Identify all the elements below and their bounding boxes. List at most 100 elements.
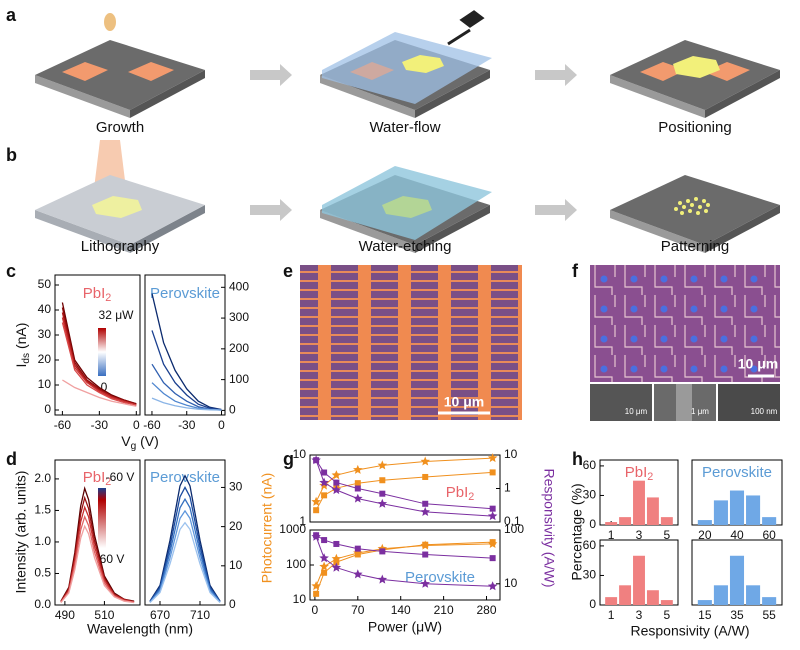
step-label: Growth: [96, 119, 144, 136]
substrate: [610, 40, 780, 118]
hexagon: [402, 55, 444, 73]
marker: [319, 480, 329, 490]
series-line: [62, 379, 137, 407]
colorbar: [98, 328, 106, 376]
y-tick-label: 50: [38, 277, 52, 291]
marker: [321, 492, 328, 499]
hist-bar: [633, 555, 645, 605]
marker: [333, 559, 340, 566]
arrow: [535, 199, 577, 221]
marker: [420, 456, 430, 466]
x-tick-label: 490: [55, 608, 75, 622]
hist-bar: [697, 600, 712, 605]
hist-bar: [746, 495, 761, 525]
marker: [489, 555, 496, 562]
y2-tick-label: 10: [504, 447, 518, 461]
step-label: Positioning: [658, 119, 731, 136]
panel-label: h: [572, 449, 583, 469]
x-tick-label: 35: [730, 608, 744, 622]
marker: [321, 569, 328, 576]
etched-hexagon: [382, 196, 432, 218]
panel-label: g: [283, 449, 294, 469]
hist-bar: [646, 590, 659, 605]
chart-label-part: PbI: [83, 285, 106, 302]
chart-label-part: PbI: [83, 469, 106, 486]
micrograph: [300, 265, 522, 420]
flake: [128, 62, 174, 81]
marker: [354, 485, 361, 492]
y2-tick-label: 0: [229, 403, 236, 417]
marker: [487, 581, 498, 591]
x-tick-label: 510: [94, 608, 114, 622]
x-tick-label: -60: [54, 418, 72, 432]
chart-label: PbI2: [625, 464, 654, 483]
marker: [331, 470, 342, 480]
y2-tick-label: 10: [229, 558, 243, 572]
chart-label-part: 2: [647, 471, 653, 483]
x-axis-label: Wavelength (nm): [87, 621, 193, 637]
x-tick-label: 710: [190, 608, 210, 622]
x-tick-label: 280: [477, 603, 497, 617]
x-tick-label: 3: [636, 528, 643, 542]
x-tick-label: 20: [698, 528, 712, 542]
x-axis-label: Vg (V): [121, 433, 159, 452]
y2-tick-label: 30: [229, 480, 243, 494]
hist-bar: [762, 597, 777, 605]
sem-inset: [590, 384, 652, 421]
x-axis-label-part: V: [121, 433, 131, 449]
marker: [489, 505, 496, 512]
series-line: [60, 486, 135, 602]
y-axis-label: Percentage (%): [569, 483, 585, 580]
flake: [350, 62, 394, 80]
marker: [321, 537, 328, 544]
marker: [420, 578, 430, 588]
series-line: [149, 509, 221, 603]
y-tick-label: 1.0: [34, 534, 51, 548]
y2-tick-label: 1: [504, 481, 511, 495]
marker: [487, 511, 498, 521]
y-tick-label: 2.0: [34, 471, 51, 485]
x-tick-label: 5: [664, 608, 671, 622]
marker: [319, 477, 329, 487]
marker: [353, 464, 363, 474]
marker: [311, 531, 321, 541]
series-line: [151, 397, 222, 411]
hexagon: [92, 196, 142, 218]
y-tick-label: 30: [38, 327, 52, 341]
chart-label-part: PbI: [625, 464, 648, 481]
flake: [62, 62, 108, 81]
x-tick-label: 40: [730, 528, 744, 542]
marker: [354, 480, 361, 487]
x-tick-label: 140: [391, 603, 411, 617]
marker: [422, 500, 429, 507]
y-tick-label: 1000: [279, 522, 306, 536]
x-tick-label: -30: [178, 418, 196, 432]
arrow: [535, 64, 577, 86]
x-tick-label: 60: [762, 528, 776, 542]
marker: [331, 562, 342, 572]
marker: [319, 561, 329, 571]
x-tick-label: 5: [664, 528, 671, 542]
series-line: [60, 495, 135, 603]
y-tick-label: 60: [583, 458, 597, 472]
y-axis-label: Photocurrent (nA): [259, 473, 275, 584]
marker: [311, 581, 321, 591]
y-axis-label-part: (nA): [13, 323, 29, 353]
marker: [420, 540, 430, 550]
marker: [420, 506, 430, 516]
chart-label-part: PbI: [446, 484, 469, 501]
marker: [333, 479, 340, 486]
x-axis-label-part: (V): [136, 433, 159, 449]
x-tick-label: 1: [608, 528, 615, 542]
panel-label: e: [283, 261, 293, 281]
marker: [321, 469, 328, 476]
y2-tick-label: 0.1: [504, 514, 521, 528]
hist-bar: [660, 600, 673, 605]
y-tick-label: 20: [38, 352, 52, 366]
y-tick-label: 0.5: [34, 566, 51, 580]
marker: [311, 455, 321, 465]
y-axis-label: Intensity (arb. units): [13, 471, 29, 594]
hist-bar: [633, 480, 645, 525]
y2-tick-label: 400: [229, 279, 249, 293]
